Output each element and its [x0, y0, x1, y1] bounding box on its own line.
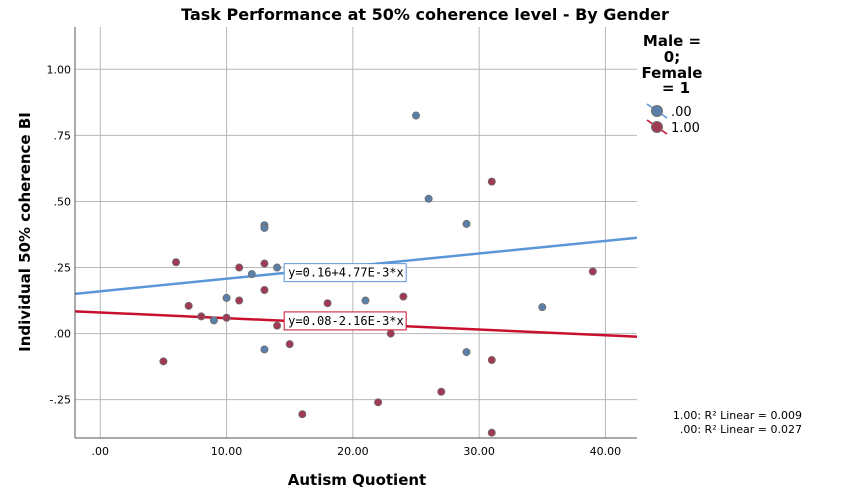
- legend-title-line: Female: [642, 64, 703, 82]
- data-point: [235, 296, 244, 305]
- x-tick-label: 40.00: [590, 445, 622, 458]
- r-squared-notes: 1.00: R² Linear = 0.009.00: R² Linear = …: [673, 409, 802, 436]
- data-point: [235, 263, 244, 272]
- axes: .00 10.00 20.00 30.00 40.00 -.25 .00 .25 .50 .75 1…: [47, 27, 637, 458]
- data-point: [323, 299, 332, 308]
- legend-marker: [651, 105, 663, 117]
- legend-entry-label: .00: [671, 105, 692, 120]
- x-tick-label: 10.00: [211, 445, 243, 458]
- y-axis-title: Individual 50% coherence BI: [16, 112, 34, 352]
- data-point: [386, 329, 395, 338]
- y-tick-label: .00: [54, 328, 72, 341]
- x-tick-label: 30.00: [463, 445, 495, 458]
- data-point: [487, 177, 496, 186]
- data-point: [462, 219, 471, 228]
- legend-marker: [651, 121, 663, 133]
- y-tick-label: 1.00: [47, 63, 72, 76]
- data-point: [222, 313, 231, 322]
- legend-entry-label: 1.00: [671, 121, 700, 136]
- data-point: [538, 303, 547, 312]
- data-point: [298, 410, 307, 419]
- fit-equation-labels: y=0.16+4.77E-3*x y=0.08-2.16E-3*x: [283, 263, 407, 331]
- legend: Male =0;Female= 1 .001.00: [642, 32, 703, 136]
- r-squared-note: 1.00: R² Linear = 0.009: [673, 409, 802, 422]
- grid: [75, 27, 637, 438]
- data-point: [273, 321, 282, 330]
- legend-title-line: 0;: [664, 48, 680, 66]
- data-point: [247, 270, 256, 279]
- x-tick-label: .00: [92, 445, 110, 458]
- data-point: [411, 111, 420, 120]
- data-point: [260, 259, 269, 268]
- data-point: [172, 258, 181, 267]
- data-point: [361, 296, 370, 305]
- data-point: [399, 292, 408, 301]
- x-tick-label: 20.00: [337, 445, 369, 458]
- y-tick-label: .75: [54, 129, 72, 142]
- fit-equation-box: [283, 311, 407, 331]
- y-tick-label: .25: [54, 262, 72, 275]
- data-point: [437, 387, 446, 396]
- data-point: [222, 293, 231, 302]
- data-point: [487, 356, 496, 365]
- chart-title: Task Performance at 50% coherence level …: [181, 5, 669, 24]
- data-points: [159, 111, 597, 437]
- data-point: [197, 312, 206, 321]
- data-point: [588, 267, 597, 276]
- data-point: [462, 348, 471, 357]
- legend-title-line: Male =: [643, 32, 701, 50]
- data-point: [487, 428, 496, 437]
- data-point: [209, 316, 218, 325]
- data-point: [424, 194, 433, 203]
- fit-equation-box: [283, 263, 407, 283]
- r-squared-note: .00: R² Linear = 0.027: [680, 423, 802, 436]
- legend-title-line: = 1: [662, 79, 690, 97]
- data-point: [273, 263, 282, 272]
- data-point: [159, 357, 168, 366]
- data-point: [260, 223, 269, 232]
- data-point: [260, 285, 269, 294]
- x-axis-title: Autism Quotient: [288, 471, 426, 489]
- fit-equation-label: y=0.08-2.16E-3*x: [288, 314, 404, 328]
- y-tick-label: -.25: [50, 394, 71, 407]
- data-point: [285, 340, 294, 349]
- y-tick-label: .50: [54, 195, 72, 208]
- data-point: [184, 301, 193, 310]
- data-point: [260, 345, 269, 354]
- fit-equation-label: y=0.16+4.77E-3*x: [288, 266, 404, 280]
- data-point: [374, 398, 383, 407]
